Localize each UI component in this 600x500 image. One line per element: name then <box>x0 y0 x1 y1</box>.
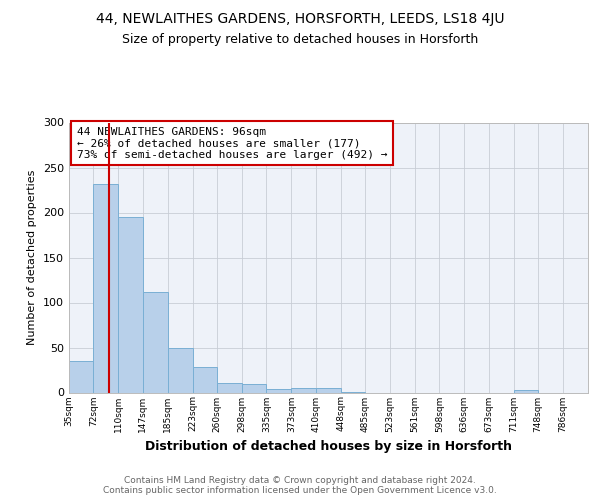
Text: 44, NEWLAITHES GARDENS, HORSFORTH, LEEDS, LS18 4JU: 44, NEWLAITHES GARDENS, HORSFORTH, LEEDS… <box>96 12 504 26</box>
Bar <box>94 184 118 392</box>
Bar <box>292 388 316 392</box>
Bar <box>167 348 193 393</box>
Text: 44 NEWLAITHES GARDENS: 96sqm
← 26% of detached houses are smaller (177)
73% of s: 44 NEWLAITHES GARDENS: 96sqm ← 26% of de… <box>77 126 387 160</box>
Bar <box>217 382 242 392</box>
Text: Size of property relative to detached houses in Horsforth: Size of property relative to detached ho… <box>122 32 478 46</box>
Bar <box>193 368 217 392</box>
Bar <box>118 217 143 392</box>
Y-axis label: Number of detached properties: Number of detached properties <box>28 170 37 345</box>
Text: Contains HM Land Registry data © Crown copyright and database right 2024.
Contai: Contains HM Land Registry data © Crown c… <box>103 476 497 495</box>
Bar <box>242 384 266 392</box>
Bar <box>143 292 167 392</box>
Bar <box>316 388 341 392</box>
Bar <box>69 361 94 392</box>
Bar <box>266 389 292 392</box>
X-axis label: Distribution of detached houses by size in Horsforth: Distribution of detached houses by size … <box>145 440 512 453</box>
Bar <box>514 390 538 392</box>
